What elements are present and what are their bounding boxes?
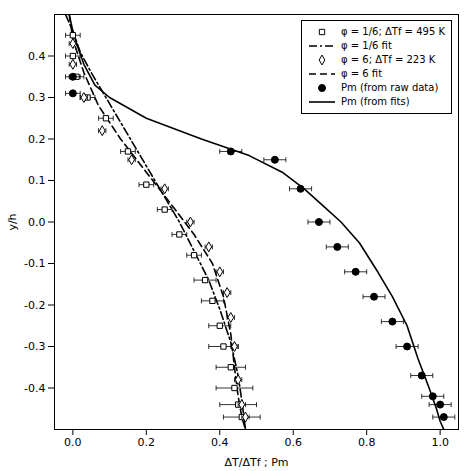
svg-text:0.2: 0.2	[28, 133, 46, 146]
svg-text:0.6: 0.6	[284, 436, 302, 449]
html-text:Pm (from fits): Pm (from fits)	[341, 96, 410, 107]
svg-text:0.4: 0.4	[211, 436, 229, 449]
html-text:φ = 1/6 fit: φ = 1/6 fit	[341, 40, 392, 51]
svg-text:-0.3: -0.3	[24, 340, 45, 353]
svg-text:0.0: 0.0	[64, 436, 82, 449]
svg-text:y/h: y/h	[6, 213, 19, 230]
svg-text:0.4: 0.4	[28, 50, 46, 63]
svg-text:ΔT/ΔTf ; Pm: ΔT/ΔTf ; Pm	[224, 456, 288, 469]
svg-text:0.8: 0.8	[358, 436, 376, 449]
svg-text:0.0: 0.0	[28, 216, 46, 229]
svg-text:-0.4: -0.4	[24, 382, 45, 395]
html-text:φ = 1/6; ΔTf = 495 K: φ = 1/6; ΔTf = 495 K	[341, 26, 445, 37]
html-text:φ = 6 fit: φ = 6 fit	[341, 68, 383, 79]
svg-text:-0.2: -0.2	[24, 299, 45, 312]
svg-text:0.3: 0.3	[28, 91, 46, 104]
svg-text:0.2: 0.2	[138, 436, 156, 449]
svg-text:-0.1: -0.1	[24, 257, 45, 270]
html-text:φ = 6; ΔTf = 223 K: φ = 6; ΔTf = 223 K	[341, 54, 436, 65]
html-text:Pm (from raw data): Pm (from raw data)	[341, 82, 439, 93]
svg-text:1.0: 1.0	[431, 436, 449, 449]
svg-text:0.1: 0.1	[28, 174, 46, 187]
